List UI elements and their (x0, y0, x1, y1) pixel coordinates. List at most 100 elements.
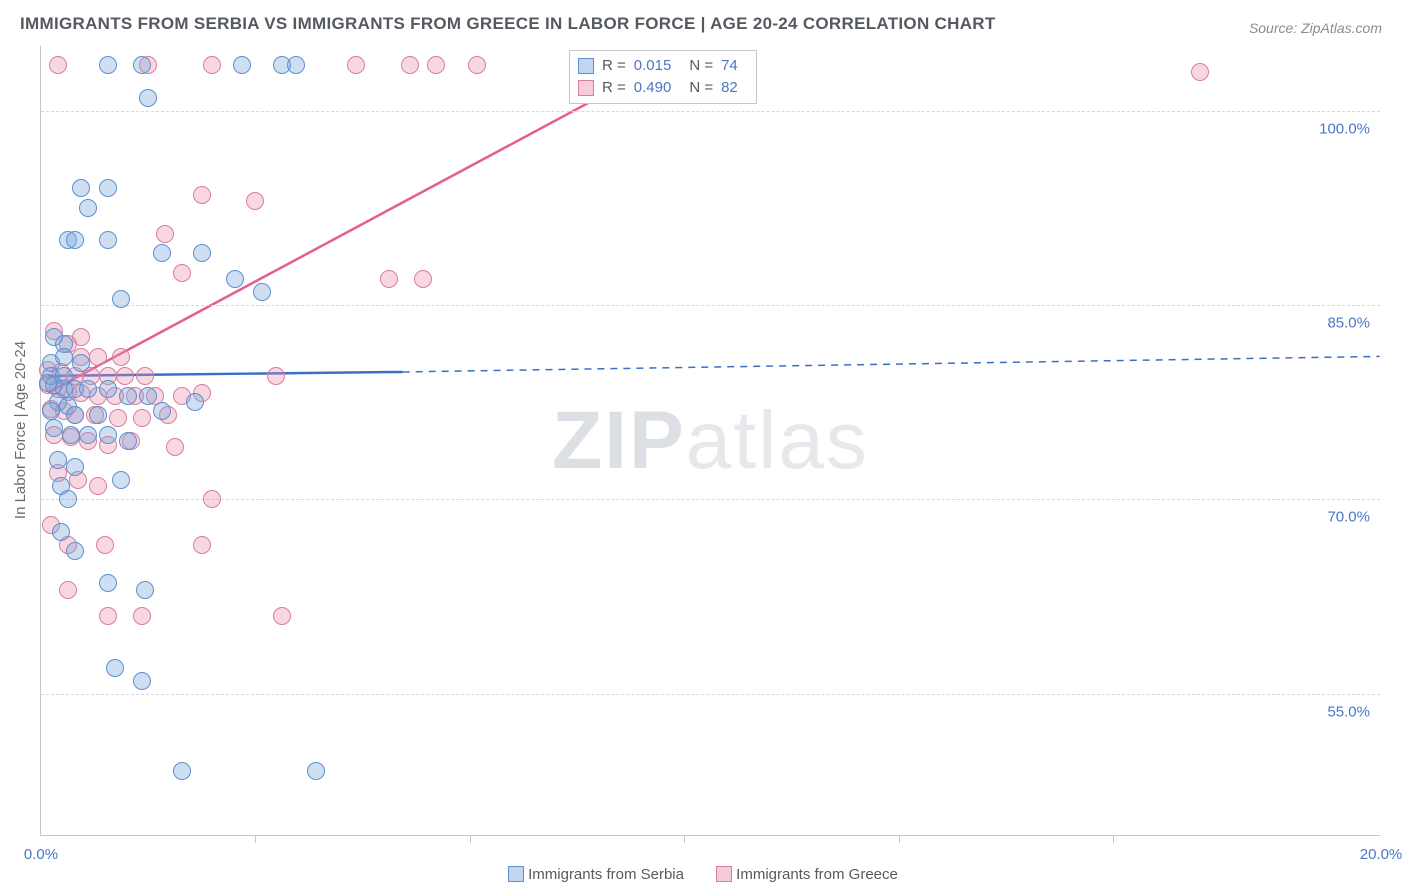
data-point-serbia (112, 290, 130, 308)
data-point-serbia (99, 380, 117, 398)
chart-title: IMMIGRANTS FROM SERBIA VS IMMIGRANTS FRO… (20, 14, 996, 34)
data-point-serbia (72, 179, 90, 197)
data-point-greece (59, 581, 77, 599)
data-point-serbia (186, 393, 204, 411)
y-tick-label: 85.0% (1327, 315, 1370, 332)
data-point-greece (468, 56, 486, 74)
data-point-greece (203, 490, 221, 508)
data-point-greece (427, 56, 445, 74)
data-point-greece (414, 270, 432, 288)
data-point-serbia (119, 387, 137, 405)
data-point-greece (89, 477, 107, 495)
data-point-serbia (253, 283, 271, 301)
trend-lines (41, 46, 1380, 835)
data-point-serbia (99, 179, 117, 197)
data-point-greece (49, 56, 67, 74)
data-point-serbia (153, 402, 171, 420)
data-point-serbia (226, 270, 244, 288)
data-point-serbia (42, 402, 60, 420)
x-tick (470, 835, 471, 843)
data-point-serbia (139, 387, 157, 405)
data-point-greece (96, 536, 114, 554)
data-point-greece (156, 225, 174, 243)
data-point-serbia (66, 231, 84, 249)
data-point-greece (267, 367, 285, 385)
data-point-serbia (119, 432, 137, 450)
data-point-serbia (233, 56, 251, 74)
data-point-serbia (79, 426, 97, 444)
x-tick-label: 0.0% (24, 846, 58, 863)
data-point-serbia (52, 523, 70, 541)
gridline-h (41, 305, 1380, 306)
data-point-greece (173, 264, 191, 282)
data-point-serbia (99, 56, 117, 74)
data-point-serbia (153, 244, 171, 262)
data-point-serbia (89, 406, 107, 424)
data-point-serbia (99, 574, 117, 592)
data-point-greece (133, 409, 151, 427)
data-point-serbia (99, 426, 117, 444)
data-point-greece (136, 367, 154, 385)
legend-row-serbia: R = 0.015 N = 74 (578, 55, 742, 77)
data-point-serbia (307, 762, 325, 780)
legend-item-serbia: Immigrants from Serbia (508, 866, 684, 883)
plot-area: ZIPatlas R = 0.015 N = 74 R = 0.490 N = … (40, 46, 1380, 836)
data-point-greece (347, 56, 365, 74)
correlation-legend: R = 0.015 N = 74 R = 0.490 N = 82 (569, 50, 757, 104)
series-legend: Immigrants from Serbia Immigrants from G… (0, 866, 1406, 887)
data-point-serbia (66, 458, 84, 476)
data-point-serbia (193, 244, 211, 262)
gridline-h (41, 499, 1380, 500)
data-point-serbia (99, 231, 117, 249)
y-tick-label: 55.0% (1327, 703, 1370, 720)
data-point-greece (246, 192, 264, 210)
data-point-greece (193, 536, 211, 554)
data-point-serbia (45, 419, 63, 437)
data-point-greece (133, 607, 151, 625)
x-tick (899, 835, 900, 843)
data-point-greece (89, 348, 107, 366)
data-point-serbia (49, 451, 67, 469)
data-point-serbia (106, 659, 124, 677)
data-point-serbia (133, 672, 151, 690)
x-tick-label: 20.0% (1360, 846, 1403, 863)
data-point-greece (380, 270, 398, 288)
data-point-serbia (66, 406, 84, 424)
data-point-greece (116, 367, 134, 385)
legend-row-greece: R = 0.490 N = 82 (578, 77, 742, 99)
x-tick (255, 835, 256, 843)
gridline-h (41, 694, 1380, 695)
data-point-serbia (79, 199, 97, 217)
swatch-serbia-icon (578, 58, 594, 74)
data-point-serbia (59, 490, 77, 508)
data-point-greece (166, 438, 184, 456)
source-attribution: Source: ZipAtlas.com (1249, 20, 1382, 36)
gridline-h (41, 111, 1380, 112)
data-point-greece (401, 56, 419, 74)
swatch-greece-icon (716, 866, 732, 882)
data-point-greece (1191, 63, 1209, 81)
data-point-greece (109, 409, 127, 427)
data-point-greece (193, 186, 211, 204)
data-point-serbia (139, 89, 157, 107)
data-point-greece (112, 348, 130, 366)
legend-item-greece: Immigrants from Greece (716, 866, 898, 883)
data-point-serbia (287, 56, 305, 74)
data-point-serbia (173, 762, 191, 780)
data-point-greece (273, 607, 291, 625)
data-point-greece (99, 607, 117, 625)
data-point-serbia (66, 542, 84, 560)
watermark: ZIPatlas (552, 394, 869, 488)
data-point-serbia (62, 426, 80, 444)
x-tick (1113, 835, 1114, 843)
data-point-serbia (72, 354, 90, 372)
data-point-serbia (136, 581, 154, 599)
swatch-serbia-icon (508, 866, 524, 882)
x-tick (684, 835, 685, 843)
swatch-greece-icon (578, 80, 594, 96)
data-point-serbia (133, 56, 151, 74)
y-tick-label: 70.0% (1327, 509, 1370, 526)
y-tick-label: 100.0% (1319, 120, 1370, 137)
y-axis-label: In Labor Force | Age 20-24 (12, 341, 29, 519)
data-point-serbia (79, 380, 97, 398)
